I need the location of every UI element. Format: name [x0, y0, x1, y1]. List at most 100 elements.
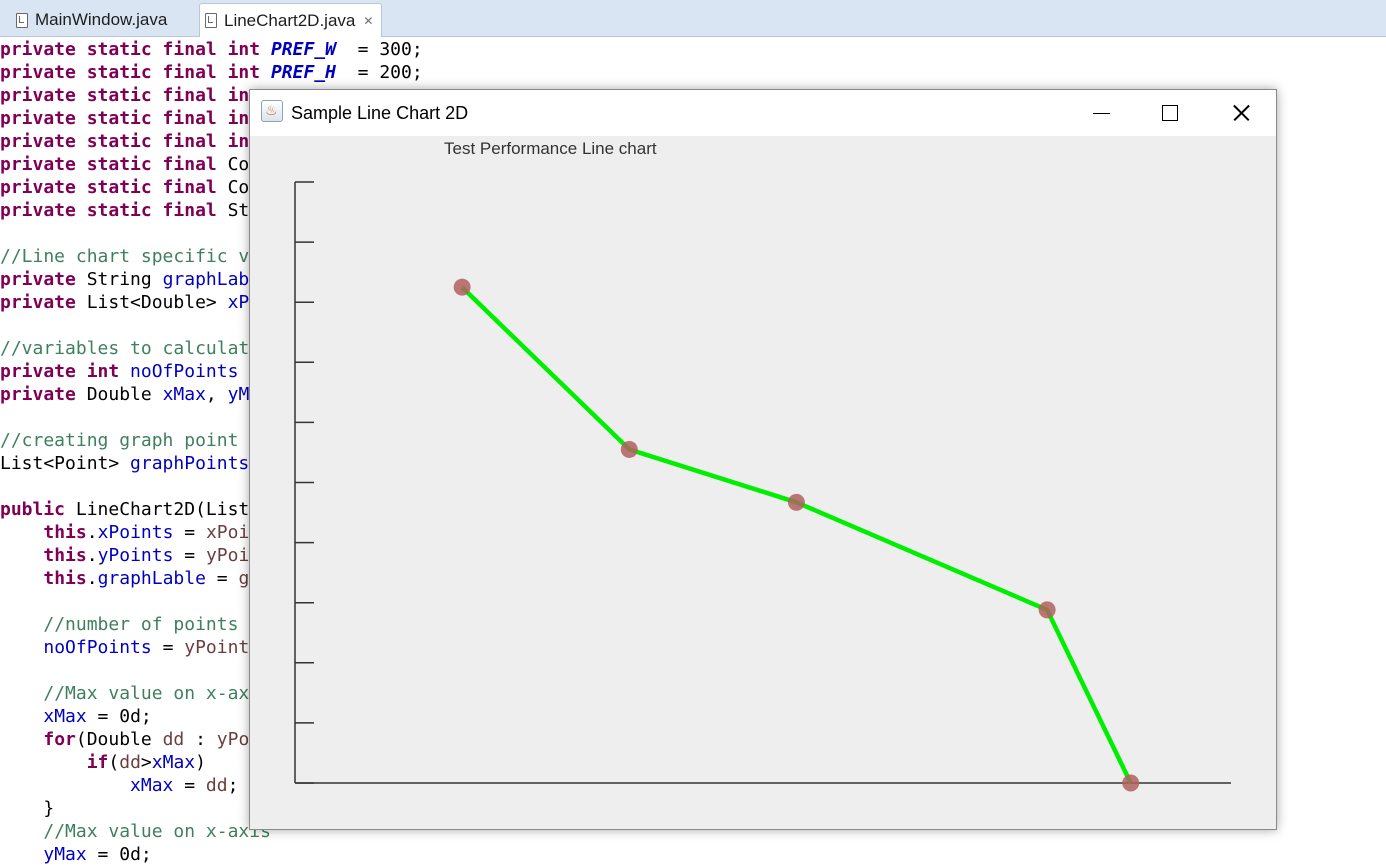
code-token: graphLab: [162, 269, 250, 290]
code-line: if(dd>xMax): [0, 751, 206, 774]
code-token: dd: [205, 775, 228, 796]
data-point: [1122, 774, 1140, 792]
code-token: [0, 683, 43, 704]
code-token: = 0d;: [86, 706, 152, 727]
code-token: yPoi: [205, 545, 250, 566]
code-line: //Line chart specific v: [0, 245, 249, 268]
code-line: private static final Co: [0, 153, 249, 176]
code-token: Co: [227, 177, 250, 198]
java-file-icon: [16, 12, 28, 28]
code-line: }: [0, 797, 54, 820]
code-token: yPo: [216, 729, 250, 750]
code-token: PREF_W: [270, 39, 336, 60]
code-token: private static final: [0, 154, 228, 175]
code-token: graphLable: [97, 568, 206, 589]
close-tab-icon[interactable]: ✕: [363, 13, 374, 28]
code-token: ;: [227, 775, 239, 796]
code-token: xMax: [130, 775, 174, 796]
code-token: dd: [162, 729, 185, 750]
code-line: //Max value on x-axis: [0, 820, 271, 843]
code-token: graphPoints: [130, 453, 250, 474]
code-token: =: [205, 568, 239, 589]
code-token: [0, 706, 43, 727]
sample-line-chart-window[interactable]: Sample Line Chart 2D Test Performance Li…: [249, 89, 1277, 830]
code-token: private static final int: [0, 62, 271, 83]
java-app-icon: [261, 100, 283, 122]
code-line: xMax = 0d;: [0, 705, 152, 728]
code-line: //creating graph point: [0, 429, 238, 452]
code-token: yPoints: [97, 545, 174, 566]
code-token: =: [173, 522, 206, 543]
chart-title: Test Performance Line chart: [444, 139, 657, 158]
code-token: >: [140, 752, 152, 773]
code-token: .: [86, 522, 98, 543]
code-token: [0, 614, 43, 635]
code-line: private String graphLab: [0, 268, 249, 291]
code-token: //number of points: [43, 614, 239, 635]
code-token: List<Point>: [0, 453, 131, 474]
code-token: //Line chart specific v: [0, 246, 250, 267]
code-line: //Max value on x-ax: [0, 682, 249, 705]
code-token: ): [195, 752, 206, 773]
code-token: g: [238, 568, 250, 589]
code-line: //number of points: [0, 613, 238, 636]
code-line: private int noOfPoints: [0, 360, 238, 383]
tab-mainwindow-java[interactable]: MainWindow.java: [16, 4, 167, 36]
code-token: //Max value on x-ax: [43, 683, 250, 704]
code-token: dd: [119, 752, 141, 773]
code-token: PREF_H: [270, 62, 336, 83]
line-chart-svg: Test Performance Line chart: [294, 139, 1231, 792]
window-title-bar[interactable]: Sample Line Chart 2D: [250, 90, 1276, 136]
code-editor[interactable]: private static final int PREF_W = 300; pr…: [0, 37, 1386, 865]
code-token: List<Double>: [86, 292, 228, 313]
code-token: (Double: [75, 729, 163, 750]
code-token: [0, 752, 87, 773]
code-line: this.xPoints = xPoi: [0, 521, 249, 544]
code-line: private static final int PREF_H = 200;: [0, 61, 423, 84]
code-token: for: [43, 729, 76, 750]
code-token: this: [43, 545, 87, 566]
data-point: [620, 440, 638, 458]
code-token: private static final in: [0, 85, 250, 106]
code-line: //variables to calculat: [0, 337, 249, 360]
series-line: [460, 285, 1133, 784]
code-line: List<Point> graphPoints: [0, 452, 249, 475]
code-line: xMax = dd;: [0, 774, 238, 797]
window-title: Sample Line Chart 2D: [291, 103, 469, 123]
code-token: = 0d;: [86, 844, 152, 865]
code-token: .: [86, 545, 98, 566]
code-token: this: [43, 522, 87, 543]
editor-tab-bar: MainWindow.java LineChart2D.java ✕: [0, 0, 1386, 37]
code-token: Co: [227, 154, 250, 175]
code-token: Double: [86, 384, 163, 405]
code-line: this.graphLable = g: [0, 567, 249, 590]
minimize-button[interactable]: [1072, 90, 1132, 136]
code-token: this: [43, 568, 87, 589]
code-token: private static final in: [0, 131, 250, 152]
code-token: private static final: [0, 177, 228, 198]
code-token: =: [173, 775, 206, 796]
code-token: xMax: [151, 752, 196, 773]
code-token: yPoint: [184, 637, 250, 658]
code-token: xPoi: [205, 522, 250, 543]
code-token: ,: [205, 384, 228, 405]
code-line: for(Double dd : yPo: [0, 728, 249, 751]
data-point: [787, 493, 805, 511]
code-token: [0, 545, 43, 566]
code-token: private static final int: [0, 39, 271, 60]
code-line: noOfPoints = yPoint: [0, 636, 249, 659]
code-token: [0, 568, 43, 589]
close-button[interactable]: [1211, 90, 1271, 136]
code-token: [0, 821, 43, 842]
code-token: //Max value on x-axis: [43, 821, 271, 842]
code-token: :: [184, 729, 217, 750]
code-line: private static final St: [0, 199, 249, 222]
code-token: yM: [227, 384, 250, 405]
code-line: yMax = 0d;: [0, 843, 152, 866]
code-line: private List<Double> xP: [0, 291, 249, 314]
maximize-button[interactable]: [1140, 90, 1200, 136]
code-token: [0, 637, 43, 658]
code-token: =: [173, 545, 206, 566]
code-token: xMax: [162, 384, 206, 405]
tab-linechart2d-java[interactable]: LineChart2D.java ✕: [199, 3, 383, 37]
